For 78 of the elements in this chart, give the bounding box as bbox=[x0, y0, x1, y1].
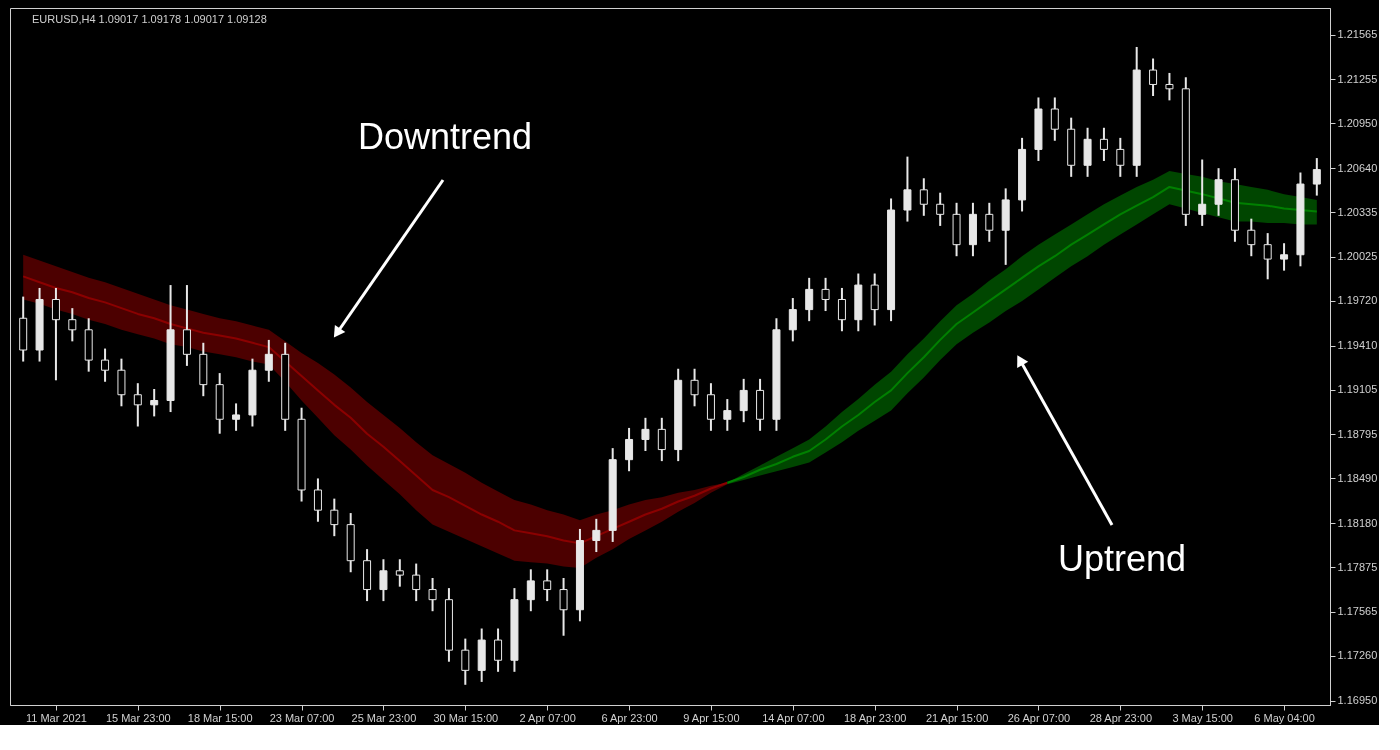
x-tick-label: 30 Mar 15:00 bbox=[433, 711, 499, 724]
candlestick bbox=[559, 577, 568, 637]
x-tick-label: 6 Apr 23:00 bbox=[601, 711, 658, 724]
candlestick bbox=[526, 568, 535, 613]
y-tick-label: 1.20640 bbox=[1337, 161, 1378, 174]
x-tick-label: 14 Apr 07:00 bbox=[762, 711, 825, 724]
candlestick bbox=[625, 426, 634, 473]
candlestick bbox=[739, 377, 748, 424]
candlestick bbox=[723, 398, 732, 432]
x-tick-label: 18 Apr 23:00 bbox=[843, 711, 907, 724]
candlestick bbox=[1312, 157, 1321, 197]
x-tick-label: 3 May 15:00 bbox=[1172, 711, 1233, 724]
annotation: Uptrend bbox=[1057, 538, 1187, 579]
candlestick bbox=[330, 497, 339, 538]
candlestick bbox=[592, 517, 601, 554]
candlestick bbox=[837, 286, 846, 333]
y-tick-label: 1.17875 bbox=[1337, 560, 1378, 573]
candlestick bbox=[412, 562, 421, 603]
candlestick bbox=[788, 297, 797, 343]
x-tick-label: 2 Apr 07:00 bbox=[519, 711, 576, 724]
x-tick-label: 15 Mar 23:00 bbox=[105, 711, 171, 724]
candlestick bbox=[1165, 71, 1174, 102]
y-tick-label: 1.20950 bbox=[1337, 116, 1378, 129]
candlestick bbox=[821, 276, 830, 313]
candlestick bbox=[805, 276, 814, 323]
x-tick-label: 9 Apr 15:00 bbox=[683, 711, 740, 724]
y-tick-label: 1.18795 bbox=[1337, 427, 1378, 440]
candlestick bbox=[264, 338, 273, 383]
candlestick bbox=[150, 387, 159, 418]
y-tick-label: 1.17565 bbox=[1337, 605, 1378, 618]
y-tick-label: 1.19105 bbox=[1337, 383, 1378, 396]
candlestick bbox=[641, 416, 650, 453]
candlestick bbox=[313, 477, 322, 523]
chart-title: EURUSD,H4 1.09017 1.09178 1.09017 1.09128 bbox=[32, 13, 267, 25]
candlestick bbox=[494, 627, 503, 673]
y-tick-label: 1.16950 bbox=[1337, 694, 1378, 707]
candlestick bbox=[395, 558, 404, 588]
y-tick-label: 1.20025 bbox=[1337, 250, 1378, 263]
candlestick bbox=[690, 367, 699, 408]
candlestick bbox=[936, 191, 945, 227]
x-tick-label: 28 Apr 23:00 bbox=[1089, 711, 1153, 724]
y-tick-label: 1.21565 bbox=[1337, 28, 1378, 41]
y-tick-label: 1.21255 bbox=[1337, 72, 1378, 85]
x-tick-label: 18 Mar 15:00 bbox=[187, 711, 253, 724]
x-tick-label: 25 Mar 23:00 bbox=[351, 711, 417, 724]
x-tick-label: 21 Apr 15:00 bbox=[925, 711, 989, 724]
candlestick bbox=[1247, 217, 1256, 258]
candlestick bbox=[428, 577, 437, 613]
candlestick bbox=[985, 201, 994, 243]
y-tick-label: 1.17260 bbox=[1337, 649, 1378, 662]
y-tick-label: 1.18490 bbox=[1337, 471, 1378, 484]
candlestick bbox=[903, 155, 912, 223]
y-tick-label: 1.19720 bbox=[1337, 294, 1378, 307]
candlestick bbox=[657, 416, 666, 463]
candlestick bbox=[68, 307, 77, 343]
candlestick bbox=[1099, 126, 1108, 162]
candlestick bbox=[1116, 136, 1125, 178]
x-tick-label: 23 Mar 07:00 bbox=[269, 711, 335, 724]
y-tick-label: 1.19410 bbox=[1337, 339, 1378, 352]
candlestick bbox=[1149, 57, 1158, 98]
candlestick bbox=[101, 347, 110, 383]
candlestick bbox=[133, 382, 142, 428]
candlestick bbox=[1050, 96, 1059, 142]
candlestick bbox=[379, 558, 388, 603]
x-tick-label: 26 Apr 07:00 bbox=[1007, 711, 1071, 724]
candlestick bbox=[51, 286, 60, 382]
x-tick-label: 11 Mar 2021 bbox=[25, 711, 87, 724]
candlestick bbox=[1280, 242, 1289, 272]
y-tick-label: 1.18180 bbox=[1337, 516, 1378, 529]
candlestick bbox=[543, 568, 552, 603]
candlestick bbox=[232, 402, 241, 432]
y-tick-label: 1.20335 bbox=[1337, 205, 1378, 218]
candlestick bbox=[461, 637, 470, 686]
annotation: Downtrend bbox=[357, 116, 533, 157]
candlestick bbox=[1263, 232, 1272, 281]
x-tick-label: 6 May 04:00 bbox=[1254, 711, 1315, 724]
candlestick bbox=[1198, 158, 1207, 227]
candlestick bbox=[919, 177, 928, 217]
